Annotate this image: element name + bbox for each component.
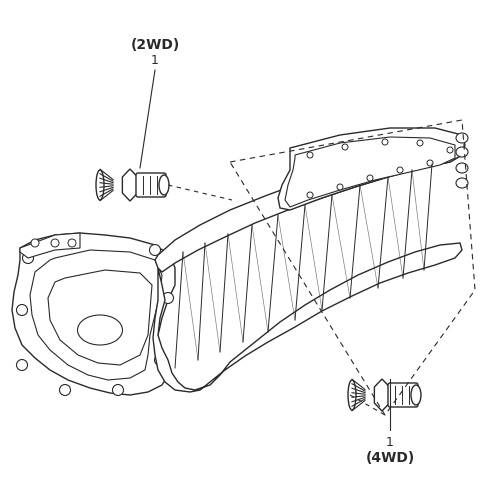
Circle shape [31, 239, 39, 247]
Ellipse shape [348, 380, 356, 410]
Ellipse shape [456, 163, 468, 173]
Circle shape [307, 152, 313, 158]
Polygon shape [20, 233, 80, 258]
Ellipse shape [77, 315, 122, 345]
Ellipse shape [456, 178, 468, 188]
Circle shape [417, 140, 423, 146]
Ellipse shape [96, 170, 104, 200]
Circle shape [149, 244, 160, 256]
Polygon shape [278, 128, 465, 210]
Circle shape [16, 360, 27, 370]
Text: (4WD): (4WD) [365, 451, 415, 465]
Text: (2WD): (2WD) [131, 38, 180, 52]
Circle shape [382, 139, 388, 145]
Polygon shape [155, 148, 462, 272]
Circle shape [307, 192, 313, 198]
Polygon shape [30, 250, 162, 380]
Circle shape [342, 144, 348, 150]
Ellipse shape [159, 175, 169, 195]
Ellipse shape [456, 147, 468, 157]
FancyBboxPatch shape [136, 173, 166, 197]
Circle shape [163, 292, 173, 304]
Polygon shape [122, 169, 138, 201]
Polygon shape [153, 243, 462, 392]
Circle shape [16, 304, 27, 316]
Circle shape [427, 160, 433, 166]
Polygon shape [374, 379, 390, 411]
Circle shape [112, 384, 123, 396]
Circle shape [447, 147, 453, 153]
Circle shape [68, 239, 76, 247]
Circle shape [60, 384, 71, 396]
Circle shape [367, 175, 373, 181]
Polygon shape [285, 137, 455, 207]
FancyBboxPatch shape [388, 383, 418, 407]
Circle shape [51, 239, 59, 247]
Circle shape [397, 167, 403, 173]
Circle shape [337, 184, 343, 190]
Text: 1: 1 [151, 54, 159, 66]
Circle shape [155, 354, 166, 366]
Circle shape [23, 252, 34, 264]
Ellipse shape [456, 133, 468, 143]
Polygon shape [12, 233, 175, 395]
Polygon shape [48, 270, 152, 365]
Ellipse shape [411, 385, 421, 405]
Text: 1: 1 [386, 436, 394, 450]
